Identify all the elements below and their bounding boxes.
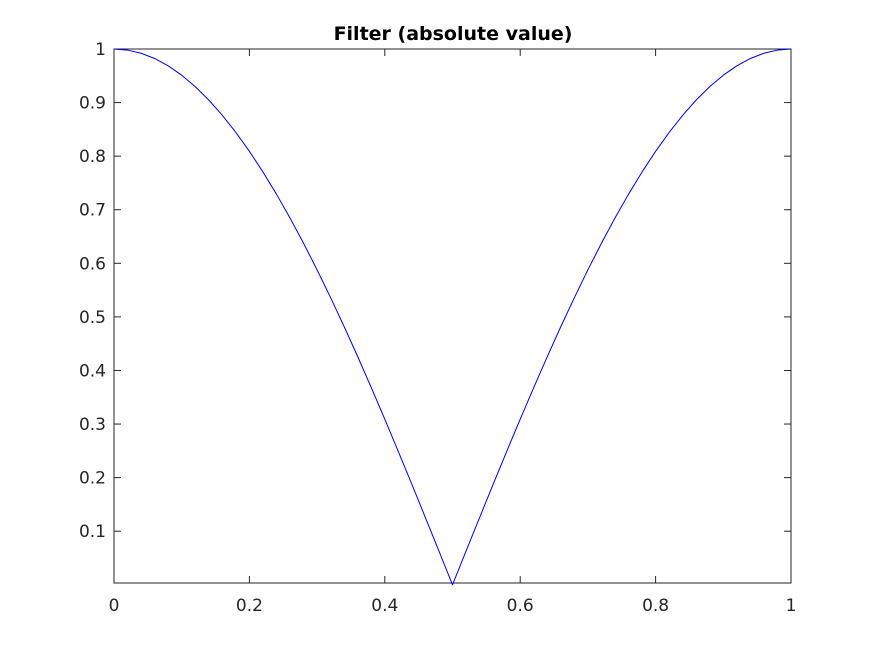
- x-tick-label: 0.2: [236, 596, 263, 616]
- axes: [113, 48, 792, 584]
- y-tick-label: 0.1: [79, 522, 106, 542]
- ticks: 0 0.2 0.4 0.6 0.8 1 0.1 0.2 0.3 0.4 0.5 0.6 0.7 0.8 0.…: [79, 40, 796, 616]
- x-tick-label: 0: [109, 596, 120, 616]
- y-tick-label: 0.6: [79, 254, 106, 274]
- y-tick-label: 0.4: [79, 361, 106, 381]
- y-tick-label: 0.9: [79, 94, 106, 114]
- axes-box: [113, 48, 792, 584]
- y-tick-label: 1: [95, 40, 106, 60]
- x-tick-label: 0.8: [642, 596, 669, 616]
- x-tick-label: 1: [786, 596, 797, 616]
- series-line: [113, 48, 792, 586]
- y-tick-label: 0.3: [79, 415, 106, 435]
- y-tick-label: 0.7: [79, 201, 106, 221]
- x-tick-label: 0.6: [507, 596, 534, 616]
- y-tick-label: 0.5: [79, 308, 106, 328]
- y-tick-label: 0.8: [79, 147, 106, 167]
- x-tick-label: 0.4: [371, 596, 398, 616]
- plot-area: [113, 48, 792, 586]
- chart-title: Filter (absolute value): [334, 23, 573, 45]
- y-tick-label: 0.2: [79, 469, 106, 489]
